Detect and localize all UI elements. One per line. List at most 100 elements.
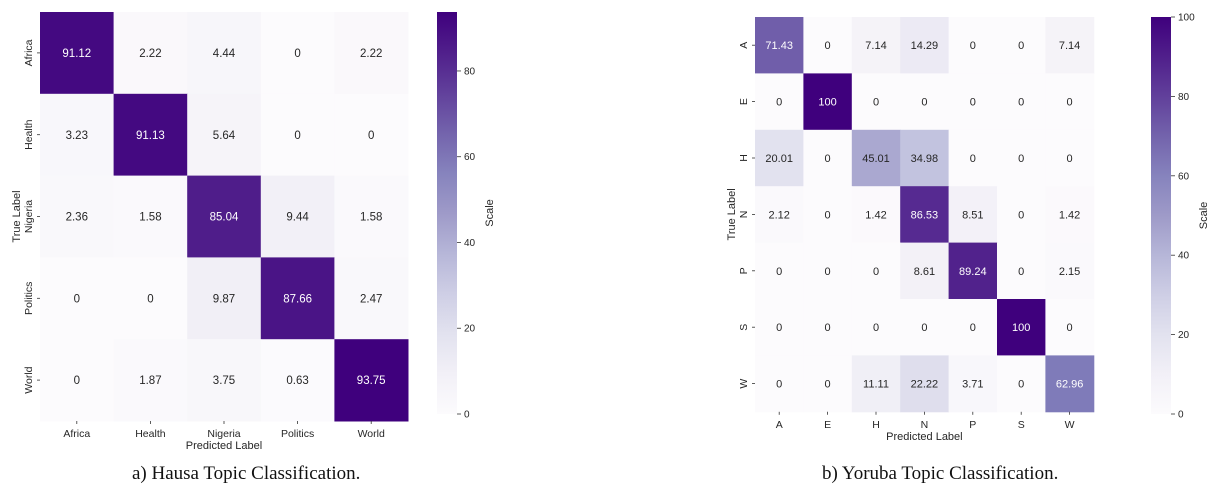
cell-value-label: 0 xyxy=(1018,153,1024,165)
colorbar-tick-label: 60 xyxy=(1178,171,1190,182)
heatmap-cell xyxy=(260,12,335,95)
cell-value-label: 0 xyxy=(970,153,976,165)
heatmap-cell xyxy=(900,299,950,356)
cell-value-label: 0 xyxy=(776,97,782,109)
heatmap-cell xyxy=(1045,355,1095,413)
cell-value-label: 0 xyxy=(825,322,831,334)
y-tick-label: P xyxy=(738,267,750,274)
heatmap-cell xyxy=(948,299,998,356)
y-tick-label: A xyxy=(738,42,750,49)
heatmap-cell xyxy=(997,242,1046,300)
cell-value-label: 0 xyxy=(873,97,879,109)
cell-value-label: 14.29 xyxy=(911,40,939,52)
heatmap-cell xyxy=(113,339,188,422)
colorbar-tick-label: 40 xyxy=(464,238,476,249)
colorbar-tick-label: 100 xyxy=(1178,13,1195,24)
cell-value-label: 0 xyxy=(921,97,927,109)
heatmap-cell xyxy=(997,17,1046,74)
colorbar-label: Scale xyxy=(484,199,496,227)
heatmap-cell xyxy=(803,299,853,356)
heatmap-cell xyxy=(113,175,188,258)
cell-value-label: 71.43 xyxy=(765,40,793,52)
heatmap-cell xyxy=(851,17,901,74)
heatmap-cell xyxy=(948,242,998,300)
yoruba-confusion-matrix: 71.43 0 7.14 14.29 0 0 7.14 0 100 0 0 0 0 0 20.01 0 45.0… xyxy=(726,13,1210,443)
heatmap-cell xyxy=(803,186,853,244)
colorbar-tick-label: 40 xyxy=(1178,251,1190,262)
x-tick-label: A xyxy=(776,419,783,431)
colorbar-tick-label: 60 xyxy=(464,152,476,163)
heatmap-cell xyxy=(755,299,804,356)
heatmap-cell xyxy=(948,186,998,244)
cell-value-label: 34.98 xyxy=(911,153,939,165)
heatmap-cell xyxy=(40,93,115,177)
heatmap-cell xyxy=(187,12,262,95)
heatmap-cell xyxy=(1045,186,1095,244)
heatmap-cell xyxy=(803,242,853,300)
heatmap-cell xyxy=(113,257,188,340)
cell-value-label: 93.75 xyxy=(357,375,386,387)
y-tick-label: W xyxy=(738,379,750,389)
heatmap-cell xyxy=(851,186,901,244)
heatmap-cell xyxy=(997,355,1046,413)
cell-value-label: 2.47 xyxy=(360,293,382,305)
heatmap-cell xyxy=(260,93,335,177)
x-tick-label: Nigeria xyxy=(207,428,240,440)
cell-value-label: 0 xyxy=(1018,209,1024,221)
cell-value-label: 22.22 xyxy=(911,379,939,391)
heatmap-cell xyxy=(997,73,1046,131)
y-tick-label: S xyxy=(738,324,750,331)
cell-value-label: 91.12 xyxy=(62,48,91,60)
cell-value-label: 0 xyxy=(776,322,782,334)
heatmap-cell xyxy=(187,175,262,258)
x-tick-label: Africa xyxy=(63,428,90,440)
heatmap-cell xyxy=(755,242,804,300)
x-axis-label: Predicted Label xyxy=(886,431,962,443)
cell-value-label: 0 xyxy=(294,130,300,142)
heatmap-cell xyxy=(260,339,335,422)
cell-value-label: 0 xyxy=(825,209,831,221)
cell-value-label: 0 xyxy=(74,293,80,305)
colorbar-tick-label: 80 xyxy=(1178,92,1190,103)
cell-value-label: 0 xyxy=(776,266,782,278)
cell-value-label: 1.58 xyxy=(139,212,161,224)
cell-value-label: 11.11 xyxy=(863,379,889,391)
cell-value-label: 0 xyxy=(825,40,831,52)
heatmap-cell xyxy=(900,355,950,413)
heatmap-cell xyxy=(900,17,950,74)
cell-value-label: 0 xyxy=(825,153,831,165)
heatmap-cell xyxy=(1045,73,1095,131)
cell-value-label: 45.01 xyxy=(862,153,890,165)
x-tick-label: World xyxy=(358,428,385,440)
heatmap-cell xyxy=(187,339,262,422)
heatmap-cell xyxy=(113,93,188,177)
cell-value-label: 0 xyxy=(368,130,374,142)
cell-value-label: 0 xyxy=(873,266,879,278)
cell-value-label: 89.24 xyxy=(959,266,987,278)
cell-value-label: 0 xyxy=(970,40,976,52)
colorbar-tick-label: 80 xyxy=(464,66,476,77)
colorbar-tick-label: 20 xyxy=(464,324,476,335)
hausa-confusion-matrix: 91.12 2.22 4.44 0 2.22 3.23 91.13 5.64 0 0 2.36 1.5… xyxy=(11,12,496,452)
cell-value-label: 100 xyxy=(1012,322,1030,334)
cell-value-label: 5.64 xyxy=(213,130,236,142)
cell-value-label: 0 xyxy=(825,379,831,391)
x-tick-label: P xyxy=(969,419,976,431)
heatmap-cell xyxy=(40,175,115,258)
colorbar-label: Scale xyxy=(1198,202,1210,230)
cell-value-label: 0 xyxy=(1018,40,1024,52)
cell-value-label: 3.23 xyxy=(66,130,88,142)
heatmap-cell xyxy=(803,129,853,187)
colorbar-tick-label: 20 xyxy=(1178,330,1190,341)
heatmap-cell xyxy=(260,175,335,258)
cell-value-label: 0 xyxy=(1018,266,1024,278)
x-axis-label: Predicted Label xyxy=(186,440,262,452)
cell-value-label: 2.12 xyxy=(768,209,789,221)
heatmap-cell xyxy=(948,17,998,74)
heatmap-cell xyxy=(1045,299,1095,356)
cell-value-label: 2.36 xyxy=(66,212,88,224)
cell-value-label: 0 xyxy=(776,379,782,391)
colorbar xyxy=(1151,17,1171,414)
cell-value-label: 3.71 xyxy=(962,379,983,391)
colorbar-tick-label: 0 xyxy=(464,410,470,421)
